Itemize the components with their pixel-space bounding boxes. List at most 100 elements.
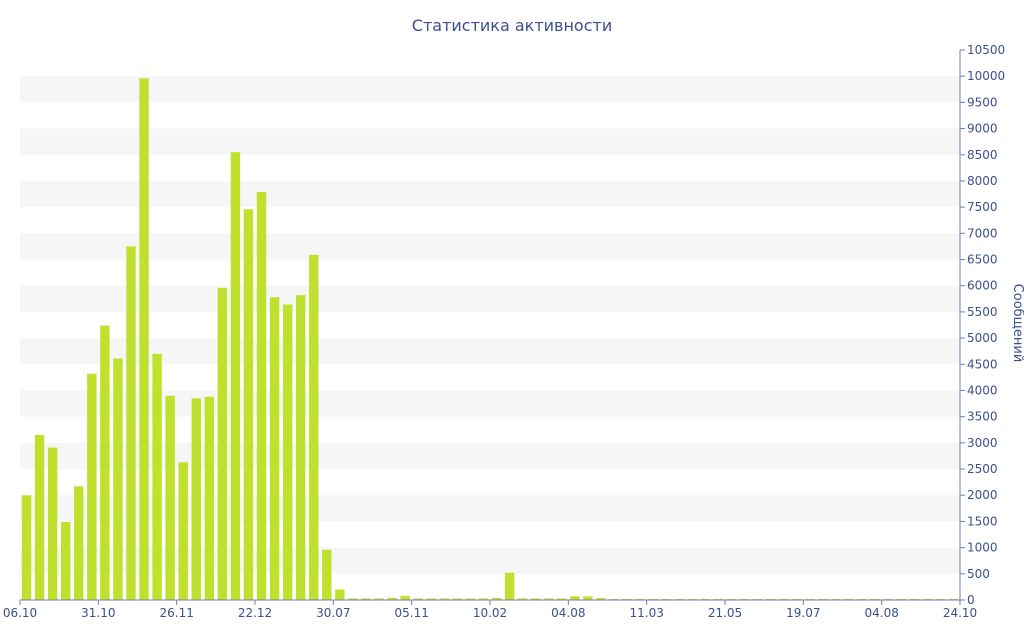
x-tick-label: 04.08 xyxy=(864,606,898,620)
y-tick-label: 4500 xyxy=(967,357,998,371)
bar xyxy=(661,598,671,600)
y-tick-label: 3500 xyxy=(967,410,998,424)
bar xyxy=(204,396,215,600)
bar xyxy=(792,598,802,600)
bar xyxy=(465,598,476,600)
y-tick-label: 4000 xyxy=(967,383,998,397)
x-tick-label: 05.11 xyxy=(394,606,428,620)
x-tick-label: 31.10 xyxy=(81,606,115,620)
bar xyxy=(805,598,815,600)
y-tick-label: 500 xyxy=(967,567,990,581)
bar xyxy=(113,358,123,600)
bar xyxy=(935,598,946,600)
bar xyxy=(557,598,567,600)
bar xyxy=(922,598,933,600)
bar xyxy=(544,598,554,600)
bar xyxy=(909,598,920,600)
bar xyxy=(713,598,724,600)
bar xyxy=(700,598,711,600)
bar xyxy=(309,254,319,600)
y-tick-label: 5500 xyxy=(967,305,998,319)
chart-title: Статистика активности xyxy=(412,16,612,35)
y-tick-label: 8500 xyxy=(967,148,998,162)
y-axis: 0 500 1000 1500 2000 2500 3000 3500 4000 4500 5000… xyxy=(959,43,1005,607)
y-tick-label: 8000 xyxy=(967,174,998,188)
grid-band xyxy=(20,233,960,260)
bar xyxy=(779,598,789,600)
bar xyxy=(948,598,959,600)
bar xyxy=(726,598,737,600)
bar xyxy=(139,78,149,601)
y-tick-label: 2000 xyxy=(967,488,998,502)
bar xyxy=(191,398,201,600)
bar xyxy=(100,325,110,600)
y-tick-label: 7000 xyxy=(967,226,998,240)
y-tick-label: 9500 xyxy=(967,95,998,109)
bar xyxy=(152,353,162,600)
bar xyxy=(530,598,541,600)
bar xyxy=(870,598,880,600)
bar xyxy=(295,295,306,600)
bar xyxy=(583,596,593,600)
bar xyxy=(478,598,489,600)
y-tick-label: 6000 xyxy=(967,279,998,293)
bar xyxy=(126,246,136,600)
bars-layer xyxy=(21,78,959,601)
bar xyxy=(165,395,175,600)
grid-band xyxy=(20,390,960,417)
bar xyxy=(21,495,32,600)
bar xyxy=(282,304,293,600)
y-tick-label: 10000 xyxy=(967,69,1005,83)
bar xyxy=(491,597,502,600)
grid-band xyxy=(20,76,960,103)
x-tick-label: 22.12 xyxy=(238,606,272,620)
bar xyxy=(674,598,685,600)
bar xyxy=(74,486,84,600)
y-tick-label: 9000 xyxy=(967,122,998,136)
bar xyxy=(60,521,71,600)
x-tick-label: 21.05 xyxy=(708,606,742,620)
bar xyxy=(609,598,619,600)
grid-band xyxy=(20,285,960,312)
bar xyxy=(361,598,371,600)
bar xyxy=(413,598,423,600)
y-axis-title: Сообщений xyxy=(1010,284,1024,363)
bar xyxy=(739,598,750,600)
bar xyxy=(896,598,906,600)
bar xyxy=(374,598,384,600)
bar xyxy=(400,595,410,600)
bar xyxy=(687,598,698,600)
bar xyxy=(517,598,528,600)
bar xyxy=(348,598,358,600)
bar xyxy=(87,373,97,600)
bar xyxy=(622,598,632,600)
bar xyxy=(47,447,58,600)
y-tick-label: 3000 xyxy=(967,436,998,450)
bar xyxy=(335,589,345,600)
x-tick-label: 19.07 xyxy=(786,606,820,620)
bar xyxy=(635,598,645,600)
bar xyxy=(596,597,606,600)
y-tick-label: 7500 xyxy=(967,200,998,214)
grid-band xyxy=(20,128,960,155)
bar xyxy=(857,598,867,600)
y-tick-label: 0 xyxy=(967,593,975,607)
bar xyxy=(570,596,580,600)
grid-band xyxy=(20,180,960,208)
grid-bands xyxy=(20,76,960,574)
bar xyxy=(883,598,893,600)
grid-band xyxy=(20,547,960,574)
bar xyxy=(831,598,841,600)
x-tick-label: 30.07 xyxy=(316,606,350,620)
x-tick-label: 06.10 xyxy=(3,606,37,620)
grid-band xyxy=(20,442,960,470)
y-tick-label: 5000 xyxy=(967,331,998,345)
bar xyxy=(752,598,763,600)
bar xyxy=(452,598,463,600)
bar xyxy=(322,549,332,600)
x-tick-label: 11.03 xyxy=(629,606,663,620)
bar xyxy=(178,462,188,600)
y-tick-label: 2500 xyxy=(967,462,998,476)
bar xyxy=(269,297,280,600)
